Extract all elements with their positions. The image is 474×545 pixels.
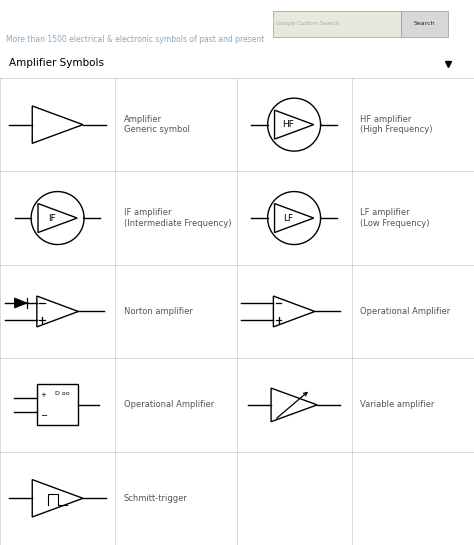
Text: Amplifier
Generic symbol: Amplifier Generic symbol bbox=[124, 115, 190, 134]
Text: +: + bbox=[40, 392, 46, 398]
Text: HF amplifier
(High Frequency): HF amplifier (High Frequency) bbox=[360, 115, 433, 134]
FancyBboxPatch shape bbox=[37, 384, 78, 426]
Text: Google Custom Search: Google Custom Search bbox=[276, 21, 339, 27]
Text: Electrical & Electronic Symbols: Electrical & Electronic Symbols bbox=[6, 12, 223, 25]
Text: IF amplifier
(Intermediate Frequency): IF amplifier (Intermediate Frequency) bbox=[124, 208, 231, 228]
Text: HF: HF bbox=[283, 120, 294, 129]
Text: LF amplifier
(Low Frequency): LF amplifier (Low Frequency) bbox=[360, 208, 430, 228]
FancyBboxPatch shape bbox=[273, 10, 401, 38]
Text: Norton amplifier: Norton amplifier bbox=[124, 307, 192, 316]
Text: LF: LF bbox=[283, 214, 293, 222]
Text: IF: IF bbox=[48, 214, 56, 222]
Text: Variable amplifier: Variable amplifier bbox=[360, 401, 435, 409]
Text: Amplifier Symbols: Amplifier Symbols bbox=[9, 58, 103, 68]
Text: More than 1500 electrical & electronic symbols of past and present: More than 1500 electrical & electronic s… bbox=[6, 34, 264, 44]
Polygon shape bbox=[14, 298, 27, 308]
Text: −: − bbox=[40, 411, 47, 420]
Text: D oo: D oo bbox=[55, 391, 70, 396]
Text: Operational Amplifier: Operational Amplifier bbox=[124, 401, 214, 409]
Text: Operational Amplifier: Operational Amplifier bbox=[360, 307, 450, 316]
Text: Schmitt-trigger: Schmitt-trigger bbox=[124, 494, 188, 503]
Text: Search: Search bbox=[413, 21, 435, 27]
FancyBboxPatch shape bbox=[401, 10, 448, 38]
